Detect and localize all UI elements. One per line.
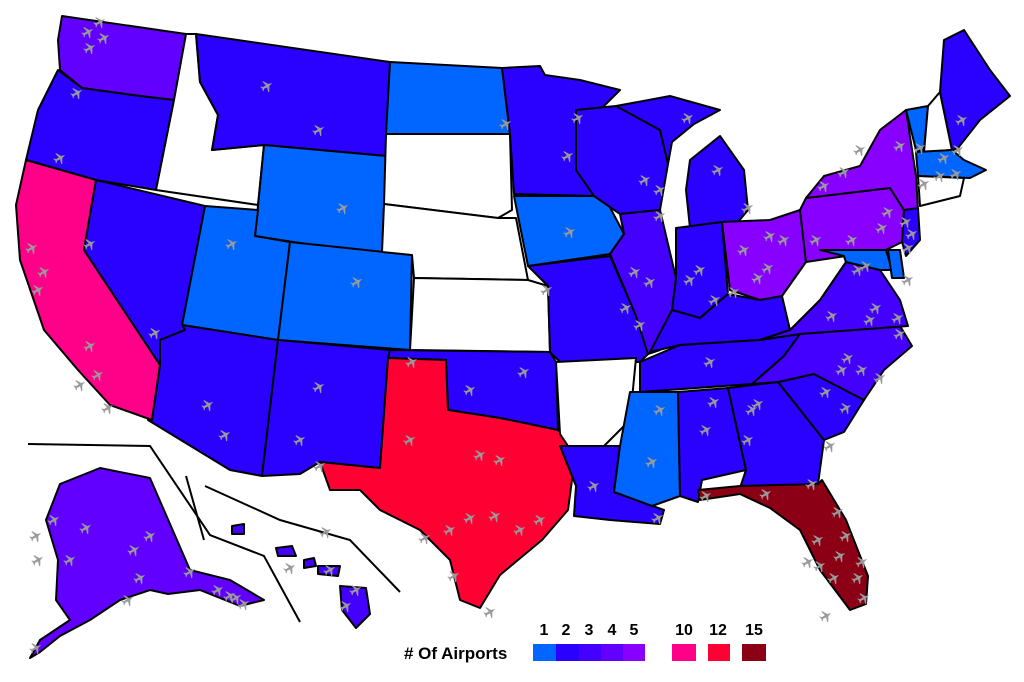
state-az: [147, 324, 279, 477]
legend-swatch: [742, 644, 766, 661]
state-hi: [231, 523, 371, 629]
legend-label: 3: [584, 622, 594, 639]
state-de: [887, 249, 905, 279]
airport-plane-icon: [27, 527, 45, 545]
state-co: [277, 241, 413, 351]
state-ct: [917, 175, 965, 207]
airport-plane-icon: [281, 559, 299, 577]
legend-swatch: [623, 644, 645, 661]
state-mt: [195, 33, 391, 157]
state-md: [819, 249, 893, 271]
legend-label: 15: [745, 622, 763, 639]
legend-label: 10: [675, 622, 693, 639]
airport-plane-icon: [29, 551, 47, 569]
state-ny: [805, 109, 919, 211]
state-sd: [383, 133, 513, 219]
state-mi: [615, 95, 749, 229]
state-fl: [697, 479, 869, 611]
state-ak: [29, 467, 265, 659]
legend-swatch: [579, 644, 601, 661]
legend-label: 2: [561, 622, 571, 639]
airport-plane-icon: [481, 603, 499, 621]
legend-label: 4: [607, 622, 617, 639]
legend-swatch: [708, 644, 730, 661]
legend-label: 5: [629, 622, 639, 639]
state-nc: [751, 325, 913, 401]
state-ks: [409, 277, 551, 353]
legend-swatch: [533, 644, 556, 661]
legend-swatch: [601, 644, 623, 661]
legend-swatch: [556, 644, 579, 661]
state-nm: [261, 339, 391, 477]
state-tx: [319, 357, 577, 609]
legend-label: 1: [539, 622, 549, 639]
state-nd: [385, 61, 511, 135]
state-ma: [915, 149, 987, 179]
legend-swatch: [672, 644, 696, 661]
inset-separator-lines: [27, 443, 401, 623]
legend-title: # Of Airports: [404, 644, 508, 663]
airport-plane-icon: [817, 607, 835, 625]
state-me: [939, 29, 1011, 151]
legend-label: 12: [709, 622, 727, 639]
